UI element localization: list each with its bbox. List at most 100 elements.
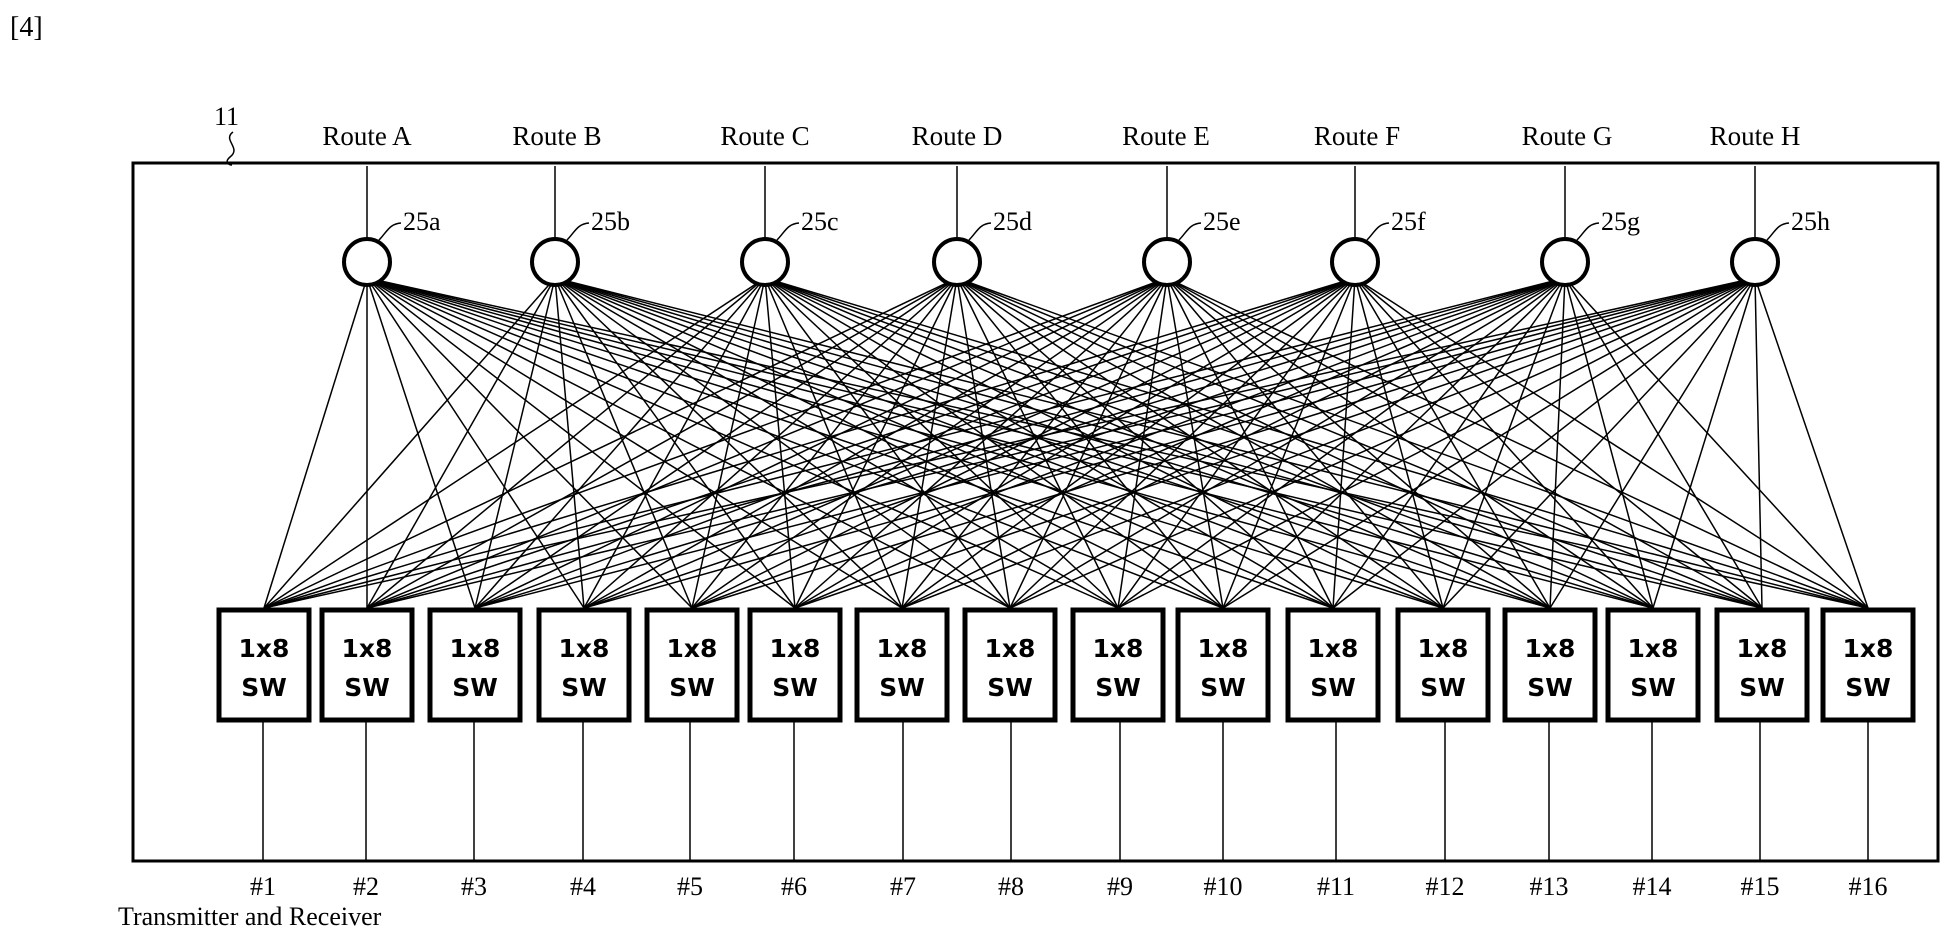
switch-13: 1x8 SW (1505, 610, 1595, 861)
switch-type-label: 1x8 (1843, 634, 1894, 663)
coupler-node (1732, 239, 1778, 285)
port-label: #12 (1426, 872, 1465, 901)
route-label: Route B (512, 121, 601, 151)
port-label: #13 (1530, 872, 1569, 901)
node-leader (777, 223, 799, 240)
switch-box (430, 610, 520, 720)
switch-3: 1x8 SW (430, 610, 520, 861)
coupler-node (1332, 239, 1378, 285)
route-label: Route G (1522, 121, 1613, 151)
switch-sw-label: SW (987, 673, 1033, 702)
switch-type-label: 1x8 (239, 634, 290, 663)
connection-line (264, 278, 1755, 608)
node-leader (1767, 223, 1789, 240)
port-label: #8 (998, 872, 1024, 901)
switch-sw-label: SW (1200, 673, 1246, 702)
port-label: #11 (1317, 872, 1355, 901)
route-label: Route H (1710, 121, 1801, 151)
switch-11: 1x8 SW (1288, 610, 1378, 861)
switch-9: 1x8 SW (1073, 610, 1163, 861)
switch-sw-label: SW (1739, 673, 1785, 702)
switch-box (1717, 610, 1807, 720)
switch-10: 1x8SW (1178, 610, 1268, 861)
connection-line (475, 278, 1755, 608)
switch-box (1398, 610, 1488, 720)
switch-sw-label: SW (561, 673, 607, 702)
port-label: #2 (353, 872, 379, 901)
node-leader (969, 223, 991, 240)
connection-line (555, 278, 1868, 608)
switch-box (1288, 610, 1378, 720)
port-label: #7 (890, 872, 916, 901)
switch-type-label: 1x8 (985, 634, 1036, 663)
device-ref-label: 11 (214, 102, 239, 131)
switch-box (1073, 610, 1163, 720)
switch-sw-label: SW (1095, 673, 1141, 702)
node-ref-label: 25d (993, 207, 1032, 236)
node-ref-label: 25a (403, 207, 441, 236)
switch-type-label: 1x8 (1308, 634, 1359, 663)
switch-sw-label: SW (1527, 673, 1573, 702)
switch-type-label: 1x8 (1093, 634, 1144, 663)
route-d: Route D25d (912, 121, 1032, 285)
switch-sw-label: SW (1310, 673, 1356, 702)
switch-type-label: 1x8 (1525, 634, 1576, 663)
node-leader (379, 223, 401, 240)
route-label: Route A (322, 121, 412, 151)
port-label: #6 (781, 872, 807, 901)
coupler-node (1542, 239, 1588, 285)
device-ref-leader (227, 132, 234, 165)
switch-box (539, 610, 629, 720)
port-label: #3 (461, 872, 487, 901)
switch-sw-label: SW (879, 673, 925, 702)
switch-sw-label: SW (241, 673, 287, 702)
switch-box (1505, 610, 1595, 720)
switch-box (219, 610, 309, 720)
device-frame (133, 163, 1938, 861)
switch-8: 1x8 SW (965, 610, 1055, 861)
route-h: Route H25h (1710, 121, 1830, 285)
connection-mesh (264, 278, 1868, 608)
route-e: Route E25e (1122, 121, 1240, 285)
figure-label: [4] (10, 12, 43, 43)
switch-box (750, 610, 840, 720)
route-c: Route C25c (720, 121, 838, 285)
coupler-node (1144, 239, 1190, 285)
route-f: Route F25f (1314, 121, 1426, 285)
node-ref-label: 25c (801, 207, 839, 236)
switch-sw-label: SW (344, 673, 390, 702)
node-ref-label: 25b (591, 207, 630, 236)
switch-type-label: 1x8 (342, 634, 393, 663)
port-label: #10 (1204, 872, 1243, 901)
connection-line (1223, 278, 1355, 608)
node-ref-label: 25f (1391, 207, 1426, 236)
port-label: #14 (1633, 872, 1672, 901)
switch-type-label: 1x8 (1628, 634, 1679, 663)
switch-type-label: 1x8 (877, 634, 928, 663)
switch-1: 1x8 SW (219, 610, 309, 861)
switch-4: 1x8SW (539, 610, 629, 861)
node-ref-label: 25g (1601, 207, 1640, 236)
transmitter-receiver-caption: Transmitter and Receiver (118, 902, 382, 931)
route-g: Route G 25g (1522, 121, 1640, 285)
connection-line (264, 278, 367, 608)
port-label: #1 (250, 872, 276, 901)
coupler-node (742, 239, 788, 285)
switch-box (1178, 610, 1268, 720)
coupler-node (532, 239, 578, 285)
switch-7: 1x8 SW (857, 610, 947, 861)
route-b: Route B 25b (512, 121, 630, 285)
switch-type-label: 1x8 (450, 634, 501, 663)
switch-box (1608, 610, 1698, 720)
switch-box (965, 610, 1055, 720)
switch-sw-label: SW (452, 673, 498, 702)
connection-line (367, 278, 957, 608)
connection-line (1755, 278, 1868, 608)
switch-14: 1x8 SW (1608, 610, 1698, 861)
switch-box (647, 610, 737, 720)
port-label: #16 (1849, 872, 1888, 901)
switch-type-label: 1x8 (667, 634, 718, 663)
coupler-node (344, 239, 390, 285)
switch-sw-label: SW (1630, 673, 1676, 702)
